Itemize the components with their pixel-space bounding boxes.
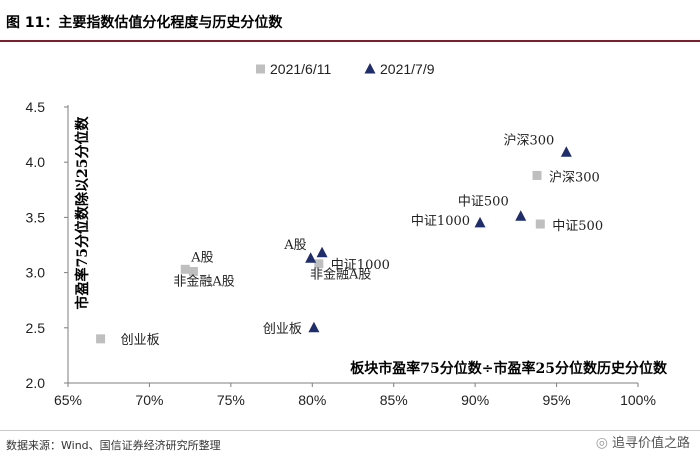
watermark: ◎ 追寻价值之路 — [596, 432, 690, 451]
y-tick-label: 3.5 — [26, 209, 46, 225]
watermark-text: 追寻价值之路 — [611, 436, 690, 451]
y-tick-label: 4.0 — [26, 154, 46, 170]
y-tick-label: 4.5 — [26, 99, 46, 115]
square-marker — [535, 219, 545, 229]
triangle-marker — [305, 252, 317, 263]
footer-divider — [0, 430, 700, 431]
wechat-icon: ◎ — [595, 435, 608, 451]
point-label: 非金融A股 — [173, 273, 234, 289]
y-axis-title: 市盈率75分位数除以25分位数 — [74, 116, 91, 310]
triangle-marker — [308, 321, 320, 333]
point-label: 创业板 — [263, 322, 302, 337]
title-divider — [0, 40, 700, 42]
point-label: 沪深300 — [549, 169, 600, 185]
square-marker — [188, 266, 198, 276]
legend-square-marker — [256, 64, 265, 74]
axes — [64, 105, 639, 387]
legend: 2021/6/11 2021/7/9 — [256, 61, 435, 77]
x-tick-label: 80% — [298, 392, 326, 408]
point-label: 创业板 — [121, 333, 160, 348]
legend-triangle-marker — [364, 63, 376, 74]
triangle-marker — [560, 146, 572, 157]
triangle-marker — [316, 246, 328, 258]
x-tick-label: 100% — [620, 392, 656, 408]
triangle-marker — [515, 210, 527, 221]
square-marker — [532, 170, 542, 180]
point-label: A股 — [190, 250, 213, 265]
point-label: 中证1000 — [411, 214, 470, 229]
point-label: 中证1000 — [331, 258, 390, 273]
x-axis-title: 板块市盈率75分位数÷市盈率25分位数历史分位数 — [350, 360, 668, 377]
point-labels: 沪深300中证500中证1000A股非金融A股创业板沪深300中证500中证10… — [121, 132, 604, 348]
x-tick-label: 65% — [54, 392, 82, 408]
tick-labels: 65% 70% 75% 80% 85% 90% 95% 100% 2.0 2.5 3.0 3.5 4.0… — [26, 99, 656, 408]
legend-label: 2021/7/9 — [380, 61, 435, 77]
triangle-marker — [474, 216, 486, 228]
figure-title: 图 11：主要指数估值分化程度与历史分位数 — [6, 15, 283, 31]
legend-label: 2021/6/11 — [270, 61, 331, 77]
y-tick-label: 2.5 — [26, 320, 46, 336]
y-tick-label: 3.0 — [26, 265, 46, 281]
x-tick-label: 85% — [380, 392, 408, 408]
x-tick-label: 75% — [217, 392, 245, 408]
square-marker — [180, 264, 190, 274]
x-tick-label: 70% — [135, 392, 163, 408]
figure-header: 图 11：主要指数估值分化程度与历史分位数 — [0, 0, 700, 42]
y-tick-label: 2.0 — [26, 375, 46, 391]
point-label: 中证500 — [458, 194, 509, 209]
x-tick-label: 90% — [461, 392, 489, 408]
point-label: A股 — [283, 238, 306, 253]
data-source-note: 数据来源：Wind、国信证券经济研究所整理 — [6, 439, 221, 452]
scatter-chart: 65% 70% 75% 80% 85% 90% 95% 100% 2.0 2.5 3.0 3.5 4.0… — [26, 61, 668, 408]
point-label: 非金融A股 — [310, 267, 371, 283]
point-label: 沪深300 — [504, 132, 555, 148]
data-points — [96, 146, 572, 344]
axis-titles: 板块市盈率75分位数÷市盈率25分位数历史分位数 市盈率75分位数除以25分位数 — [74, 116, 668, 377]
square-marker — [96, 334, 106, 344]
point-label: 中证500 — [552, 219, 603, 234]
x-tick-label: 95% — [543, 392, 571, 408]
square-marker — [314, 259, 324, 269]
